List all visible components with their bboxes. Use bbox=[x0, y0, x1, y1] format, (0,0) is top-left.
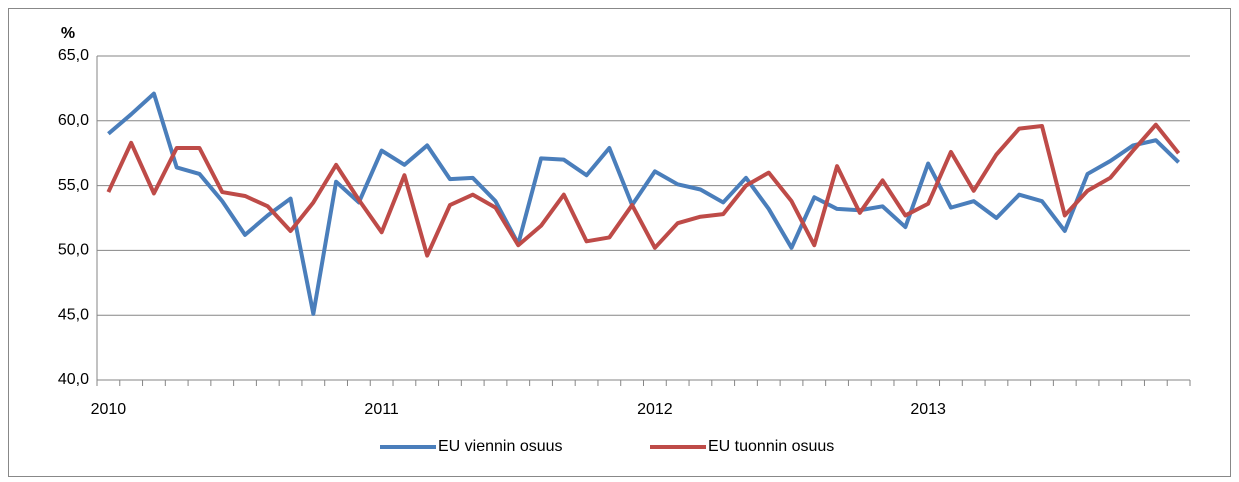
y-tick-label: 60,0 bbox=[58, 112, 89, 129]
legend-label: EU tuonnin osuus bbox=[708, 438, 834, 455]
series-line bbox=[107, 91, 1181, 316]
series-line bbox=[106, 122, 1181, 258]
y-tick-label: 45,0 bbox=[58, 306, 89, 323]
y-tick-label: 40,0 bbox=[58, 371, 89, 388]
y-tick-label: 65,0 bbox=[58, 47, 89, 64]
x-tick-label: 2012 bbox=[637, 401, 673, 418]
legend-label: EU viennin osuus bbox=[438, 438, 563, 455]
x-tick-label: 2011 bbox=[364, 401, 399, 418]
x-tick-label: 2010 bbox=[91, 401, 127, 418]
y-tick-label: 50,0 bbox=[58, 242, 89, 259]
y-axis-label: % bbox=[61, 25, 75, 42]
y-tick-label: 55,0 bbox=[58, 177, 89, 194]
x-tick-label: 2013 bbox=[910, 401, 946, 418]
chart-frame bbox=[8, 8, 1231, 477]
